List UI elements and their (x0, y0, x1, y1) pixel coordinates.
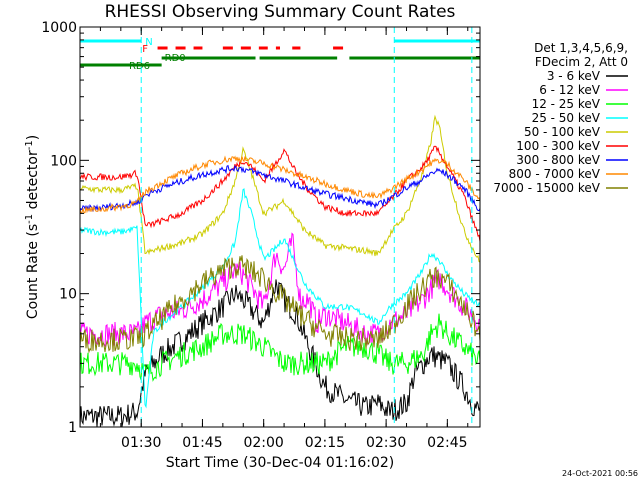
legend-label-25-50-kev: 25 - 50 keV (532, 111, 601, 125)
axes-layer: 01:30 01:45 02:00 02:15 02:30 02:45 1 10 100 1000 (41, 20, 480, 451)
series-line-300-800-kev (79, 164, 481, 213)
vertical-marker-layer (140, 27, 473, 427)
y-axis-label-main: Count Rate (s (25, 224, 41, 319)
legend-label-7000-15000-kev: 7000 - 15000 keV (493, 181, 600, 195)
series-line-50-100-kev (79, 114, 481, 263)
y-tick-label-1: 1 (68, 420, 77, 436)
legend-label-6-12-kev: 6 - 12 keV (539, 83, 601, 97)
attenuator-bar-layer: NF RD0 RD6 (80, 37, 480, 72)
series-line-7000-15000-kev (79, 255, 481, 354)
x-tick-label-01-45: 01:45 (182, 435, 222, 451)
legend-header-line-2: FDecim 2, Att 0 (535, 55, 628, 69)
state-bar-label-rd6: RD6 (129, 61, 150, 72)
y-axis-label-mid: detector (25, 150, 41, 214)
x-tick-label-02-45: 02:45 (427, 435, 467, 451)
y-axis-label-end: ) (25, 135, 41, 140)
y-tick-label-1000: 1000 (41, 20, 77, 36)
legend-label-800-7000-kev: 800 - 7000 keV (509, 167, 601, 181)
y-axis-label: Count Rate (s-1 detector-1) (24, 135, 41, 319)
y-axis-label-sup2: -1 (24, 140, 35, 150)
x-tick-label-02-15: 02:15 (305, 435, 345, 451)
series-line-800-7000-kev (79, 155, 481, 214)
series-line-100-300-kev (79, 145, 481, 242)
x-tick-label-01-30: 01:30 (121, 435, 161, 451)
plot-frame (79, 26, 481, 428)
legend-label-100-300-kev: 100 - 300 keV (516, 139, 600, 153)
series-line-25-50-kev (79, 188, 481, 409)
series-layer (79, 114, 481, 428)
legend-label-50-100-kev: 50 - 100 keV (524, 125, 601, 139)
y-tick-label-100: 100 (50, 153, 77, 169)
y-tick-label-10: 10 (59, 287, 77, 303)
chart-title: RHESSI Observing Summary Count Rates (105, 2, 456, 22)
legend: Det 1,3,4,5,6,9, FDecim 2, Att 0 3 - 6 k… (493, 41, 628, 195)
legend-label-12-25-kev: 12 - 25 keV (532, 97, 601, 111)
x-axis-label: Start Time (30-Dec-04 01:16:02) (166, 455, 394, 471)
legend-label-300-800-kev: 300 - 800 keV (516, 153, 600, 167)
y-axis-label-sup1: -1 (24, 214, 35, 224)
x-tick-label-02-30: 02:30 (366, 435, 406, 451)
state-bar-label-f: F (142, 44, 148, 55)
legend-header-line-1: Det 1,3,4,5,6,9, (534, 41, 628, 55)
legend-label-3-6-kev: 3 - 6 keV (547, 69, 601, 83)
state-bar-label-rd0: RD0 (165, 53, 186, 64)
series-line-12-25-kev (79, 313, 481, 382)
x-tick-label-02-00: 02:00 (243, 435, 283, 451)
footer-timestamp: 24-Oct-2021 00:56 (562, 469, 638, 478)
state-bar-label-n: N (145, 37, 152, 48)
